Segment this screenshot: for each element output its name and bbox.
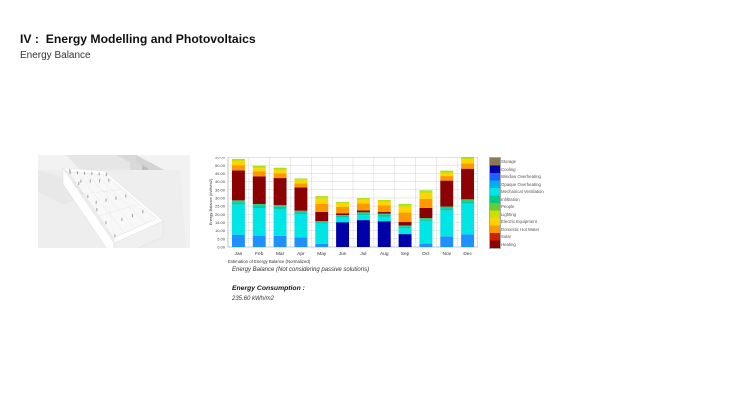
- svg-text:55.00: 55.00: [215, 157, 226, 160]
- svg-text:Estimation of Energy Balance (: Estimation of Energy Balance (Normalized…: [228, 259, 311, 264]
- svg-text:25.00: 25.00: [215, 204, 226, 209]
- svg-text:40.00: 40.00: [215, 179, 226, 184]
- svg-text:15.00: 15.00: [215, 220, 226, 225]
- svg-text:5.00: 5.00: [217, 236, 226, 241]
- svg-text:Sep: Sep: [401, 251, 410, 257]
- svg-text:Jun: Jun: [339, 251, 347, 257]
- svg-text:Jan: Jan: [235, 251, 243, 257]
- svg-text:May: May: [317, 251, 327, 257]
- svg-text:45.00: 45.00: [215, 171, 226, 176]
- svg-text:Aug: Aug: [380, 251, 389, 257]
- svg-text:0.00: 0.00: [217, 245, 226, 250]
- svg-text:Oct: Oct: [422, 251, 430, 257]
- svg-text:Feb: Feb: [255, 251, 264, 257]
- svg-text:35.00: 35.00: [215, 187, 226, 192]
- svg-text:30.00: 30.00: [215, 196, 226, 201]
- svg-text:Energy Balance (kWh/m2): Energy Balance (kWh/m2): [208, 178, 213, 225]
- svg-text:10.00: 10.00: [215, 228, 226, 233]
- svg-text:20.00: 20.00: [215, 212, 226, 217]
- svg-text:Apr: Apr: [297, 251, 305, 257]
- svg-text:Jul: Jul: [360, 251, 366, 257]
- svg-text:Nov: Nov: [442, 251, 451, 257]
- svg-text:Mar: Mar: [276, 251, 285, 257]
- svg-text:Dec: Dec: [463, 251, 472, 257]
- svg-text:50.00: 50.00: [215, 163, 226, 168]
